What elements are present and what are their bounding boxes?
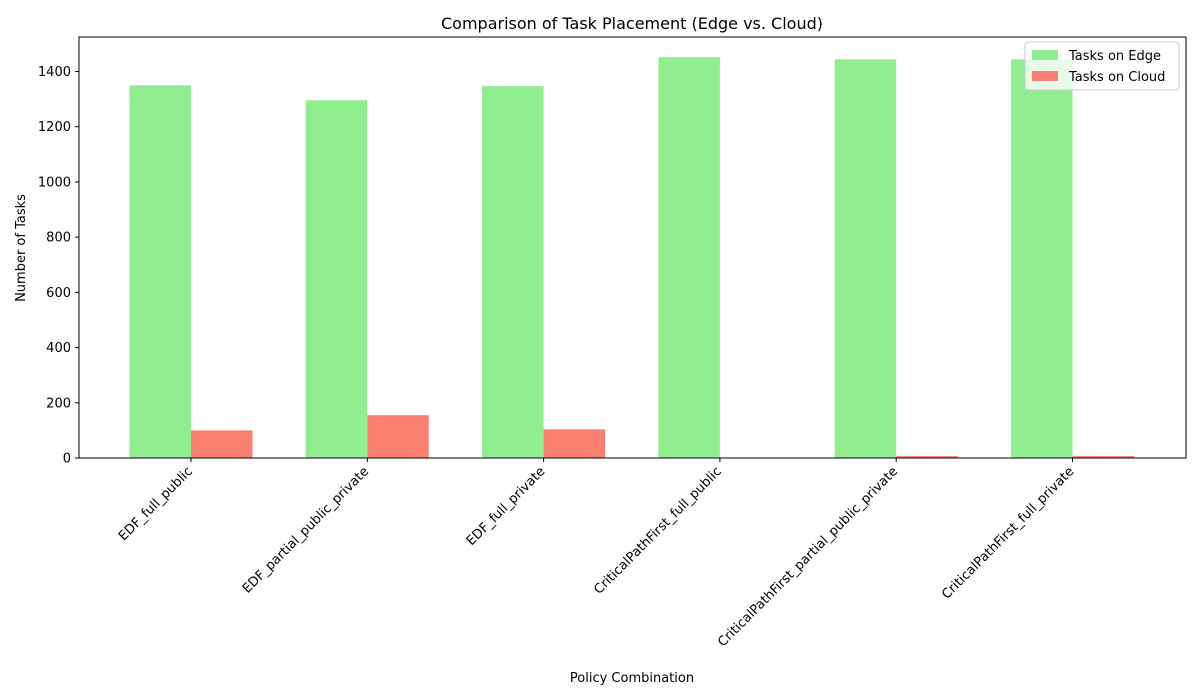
bar-cloud-4 [896, 456, 958, 458]
x-tick-label-3: CriticalPathFirst_full_public [591, 464, 724, 597]
x-tick-label-2: EDF_full_private [464, 464, 549, 549]
plot-frame [78, 36, 1187, 459]
y-axis: 0 200 400 600 800 1000 1200 1400 [38, 65, 79, 467]
y-tick-label-6: 1200 [38, 120, 71, 135]
bar-cloud-5 [1072, 456, 1134, 458]
bar-edge-5 [1011, 59, 1073, 458]
y-tick-label-1: 200 [46, 396, 71, 411]
y-tick-label-7: 1400 [38, 65, 71, 80]
y-tick-label-5: 1000 [38, 175, 71, 190]
x-tick-label-5: CriticalPathFirst_full_private [939, 464, 1077, 602]
bar-cloud-1 [367, 415, 429, 458]
y-tick-label-2: 400 [46, 341, 71, 356]
bar-cloud-2 [543, 429, 606, 458]
x-tick-label-1: EDF_partial_public_private [240, 464, 372, 596]
y-axis-label: Number of Tasks [14, 194, 29, 302]
chart-title: Comparison of Task Placement (Edge vs. C… [441, 14, 823, 33]
x-axis: EDF_full_public EDF_partial_public_privat… [116, 458, 1077, 650]
plot-area [78, 36, 1187, 459]
x-tick-label-0: EDF_full_public [116, 464, 196, 544]
y-tick-label-0: 0 [63, 452, 71, 467]
bar-edge-3 [658, 57, 720, 459]
bar-edge-0 [129, 85, 191, 459]
legend-swatch-1 [1032, 71, 1058, 81]
legend-label-0: Tasks on Edge [1068, 49, 1161, 64]
x-tick-label-4: CriticalPathFirst_partial_public_private [715, 464, 901, 650]
bar-edge-2 [482, 86, 544, 458]
legend: Tasks on Edge Tasks on Cloud [1024, 41, 1180, 91]
y-tick-label-4: 800 [46, 231, 71, 246]
legend-label-1: Tasks on Cloud [1068, 70, 1165, 85]
x-axis-label: Policy Combination [570, 671, 694, 686]
bar-cloud-0 [191, 430, 253, 458]
bar-edge-4 [834, 59, 897, 458]
bar-edge-1 [305, 100, 368, 458]
legend-box [1024, 41, 1180, 91]
y-tick-label-3: 600 [46, 286, 71, 301]
legend-swatch-0 [1032, 50, 1058, 60]
